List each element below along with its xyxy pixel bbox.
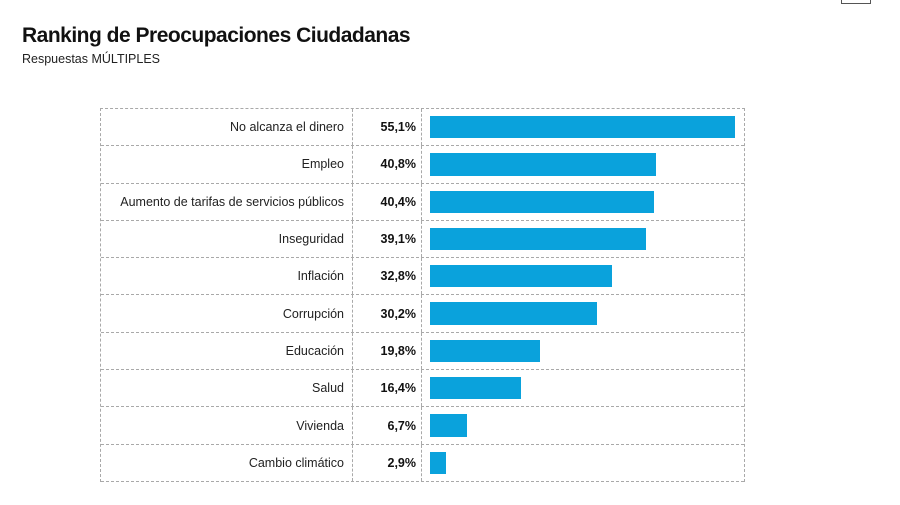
bar xyxy=(430,302,598,325)
chart-row: Corrupción 30,2% xyxy=(101,295,744,333)
bar-cell xyxy=(422,370,744,406)
bar-cell xyxy=(422,295,744,331)
value-label: 40,8% xyxy=(352,146,422,183)
bar xyxy=(430,265,612,288)
chart-subtitle: Respuestas MÚLTIPLES xyxy=(22,52,161,66)
bar-cell xyxy=(422,146,744,182)
chart-row: Empleo 40,8% xyxy=(101,146,744,184)
bar xyxy=(430,377,521,400)
chart-row: No alcanza el dinero 55,1% xyxy=(101,109,744,147)
window-corner-control[interactable] xyxy=(841,0,871,4)
value-label: 16,4% xyxy=(352,370,422,407)
bar-cell xyxy=(422,258,744,294)
bar-cell xyxy=(422,407,744,443)
value-label: 6,7% xyxy=(352,407,422,444)
chart-row: Inflación 32,8% xyxy=(101,258,744,296)
chart-row: Salud 16,4% xyxy=(101,370,744,408)
category-label: Empleo xyxy=(301,157,344,172)
value-label: 2,9% xyxy=(352,444,422,481)
value-label: 30,2% xyxy=(352,295,422,332)
value-label: 32,8% xyxy=(352,258,422,295)
bar-cell xyxy=(422,221,744,257)
value-label: 39,1% xyxy=(352,220,422,258)
bar xyxy=(430,414,468,437)
category-label: Inseguridad xyxy=(278,232,344,247)
bar xyxy=(430,339,540,363)
bar xyxy=(430,153,656,176)
chart-row: Vivienda 6,7% xyxy=(101,407,744,445)
bar-cell xyxy=(422,184,744,220)
bar-cell xyxy=(422,333,744,369)
bar-chart-table: No alcanza el dinero 55,1% Empleo 40,8% Aume… xyxy=(100,108,745,482)
chart-row: Cambio climático 2,9% xyxy=(101,444,744,482)
category-label: Corrupción xyxy=(282,306,344,321)
bar xyxy=(430,190,654,213)
bar xyxy=(430,227,647,251)
value-label: 40,4% xyxy=(352,183,422,220)
chart-row: Educación 19,8% xyxy=(101,332,744,371)
value-label: 55,1% xyxy=(352,109,422,146)
chart-row: Inseguridad 39,1% xyxy=(101,220,744,259)
category-label: Vivienda xyxy=(296,418,344,433)
category-label: Salud xyxy=(312,381,344,396)
bar xyxy=(430,116,735,139)
category-label: Educación xyxy=(285,343,344,358)
bar xyxy=(430,451,447,474)
bar-cell xyxy=(422,109,744,145)
category-label: No alcanza el dinero xyxy=(230,120,344,135)
category-label: Aumento de tarifas de servicios públicos xyxy=(120,194,344,209)
category-label: Inflación xyxy=(297,269,344,284)
chart-row: Aumento de tarifas de servicios públicos… xyxy=(101,183,744,221)
category-label: Cambio climático xyxy=(248,455,344,470)
chart-title: Ranking de Preocupaciones Ciudadanas xyxy=(22,24,411,47)
value-label: 19,8% xyxy=(352,332,422,370)
bar-cell xyxy=(422,445,744,481)
